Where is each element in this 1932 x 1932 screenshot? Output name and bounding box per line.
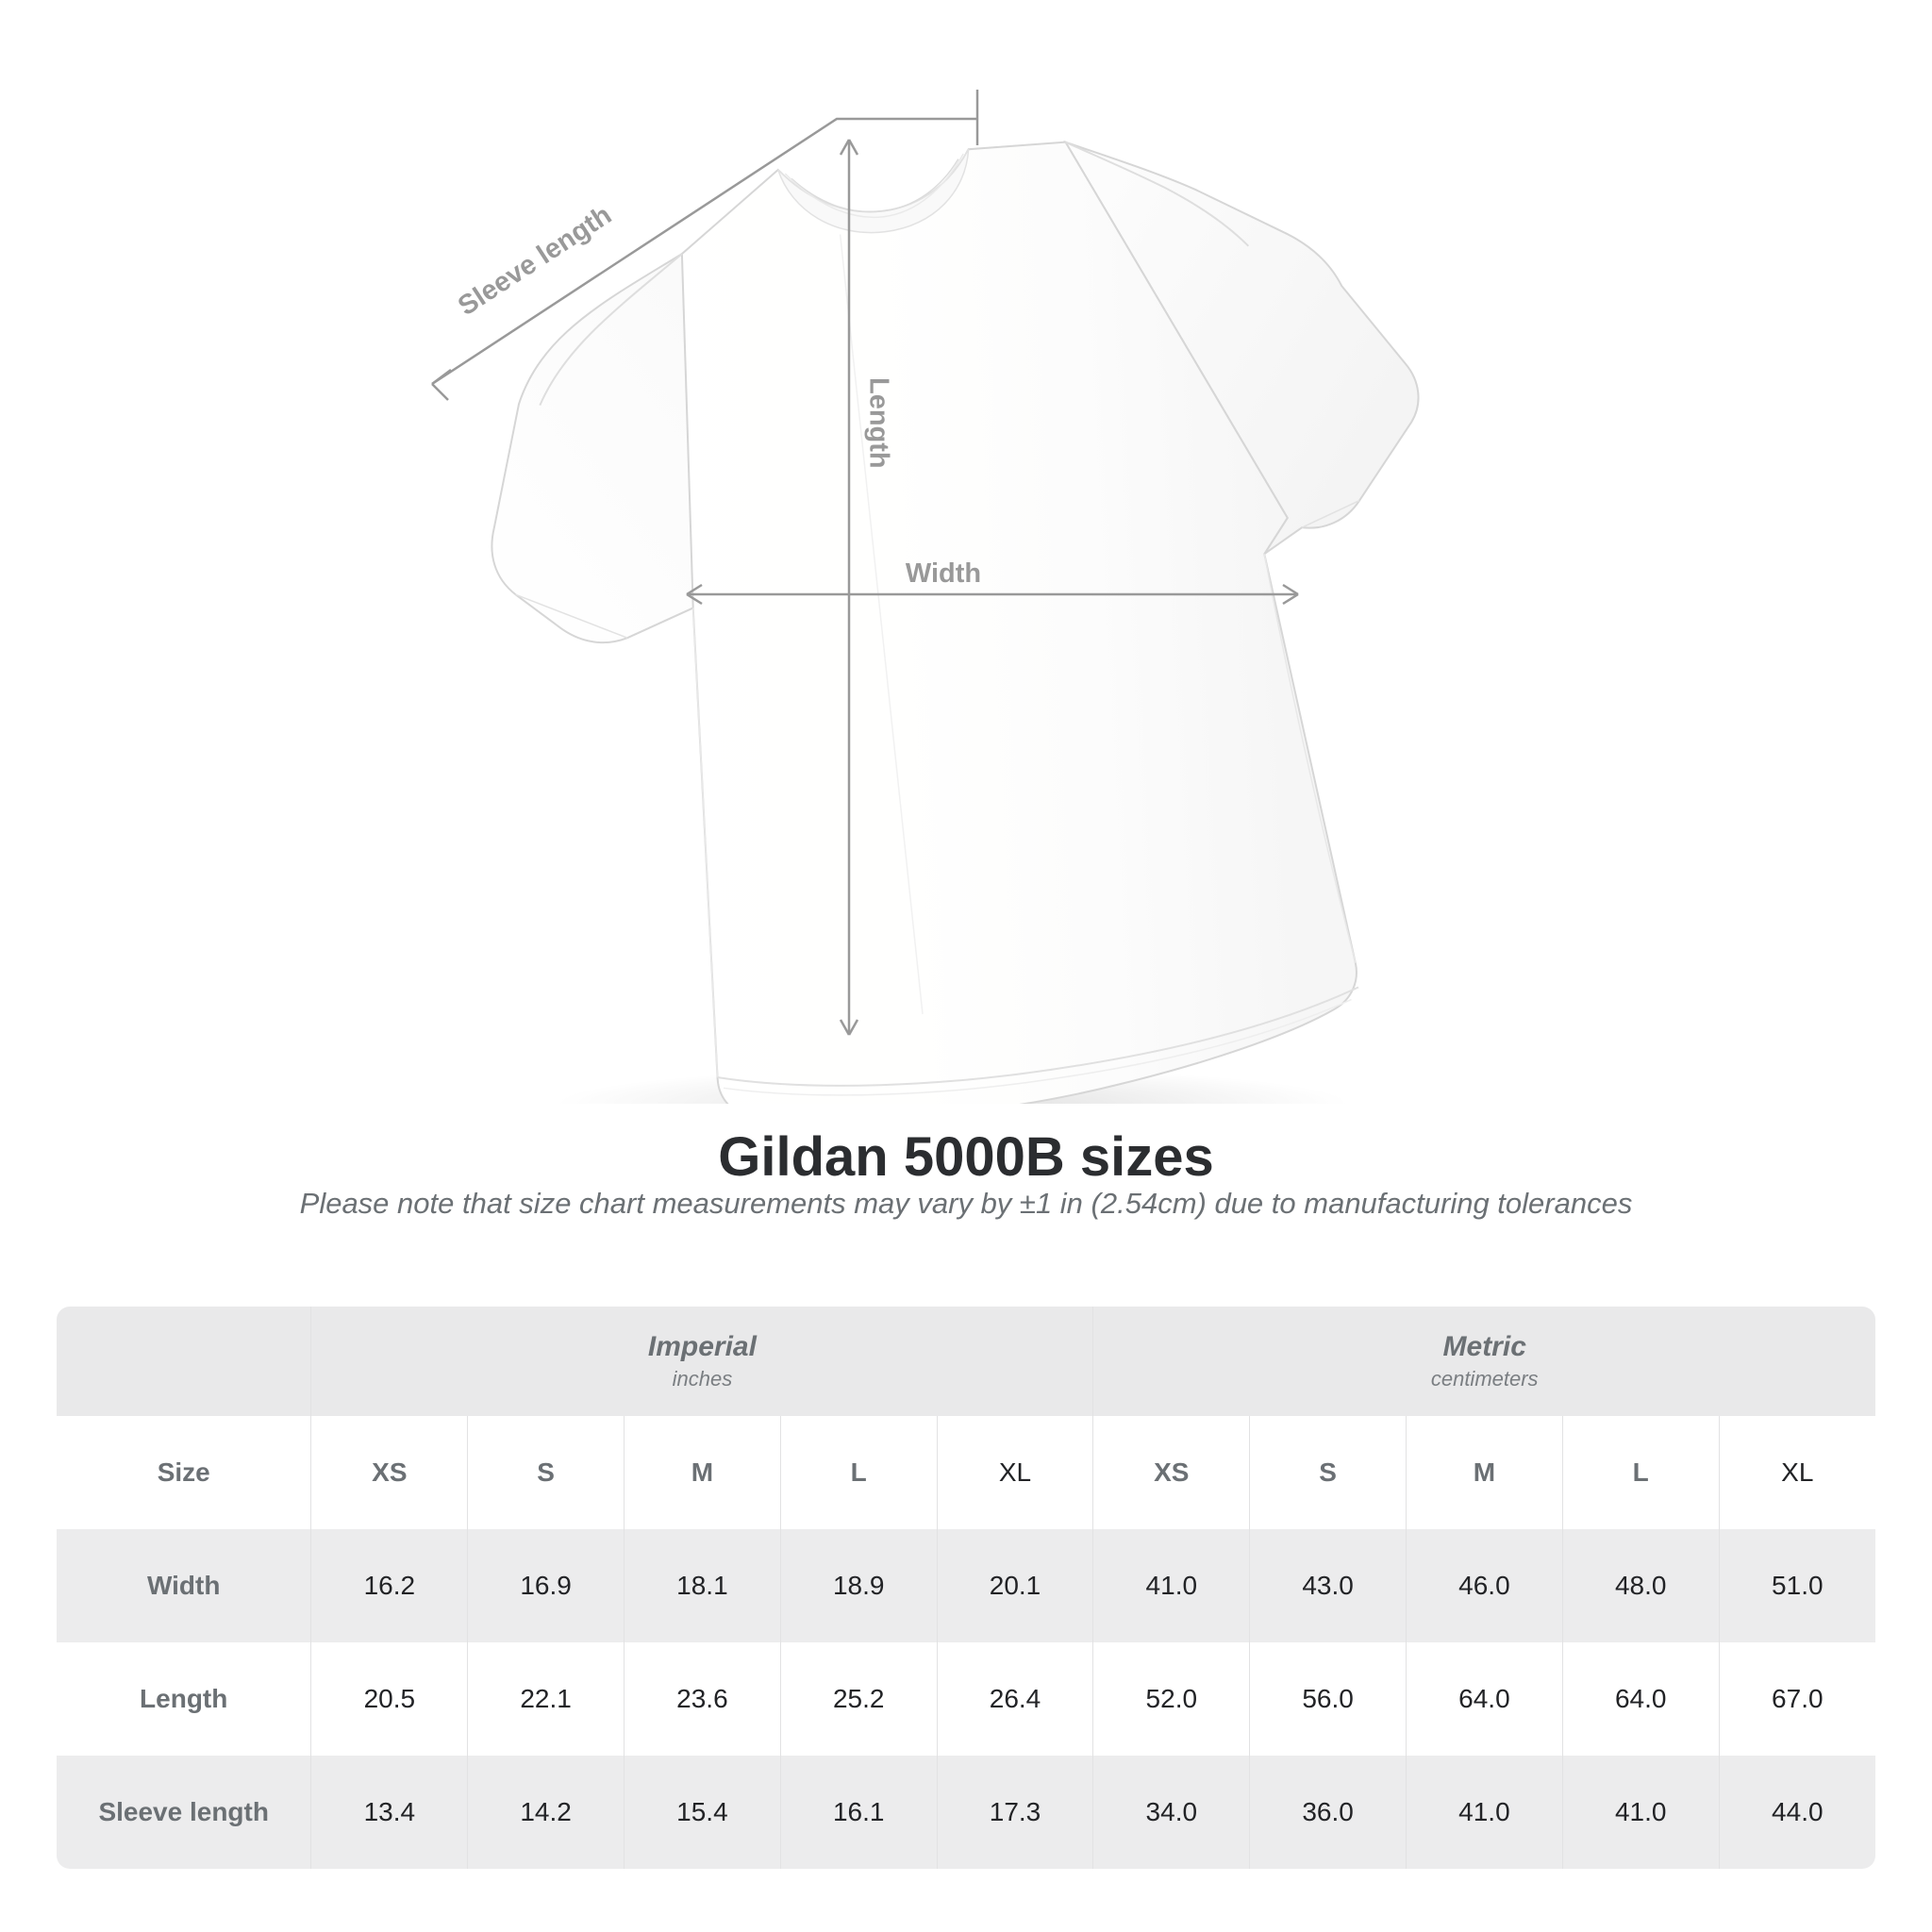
svg-text:Length: Length [863,377,893,469]
svg-text:Width: Width [906,558,981,589]
svg-text:Sleeve length: Sleeve length [453,200,617,322]
